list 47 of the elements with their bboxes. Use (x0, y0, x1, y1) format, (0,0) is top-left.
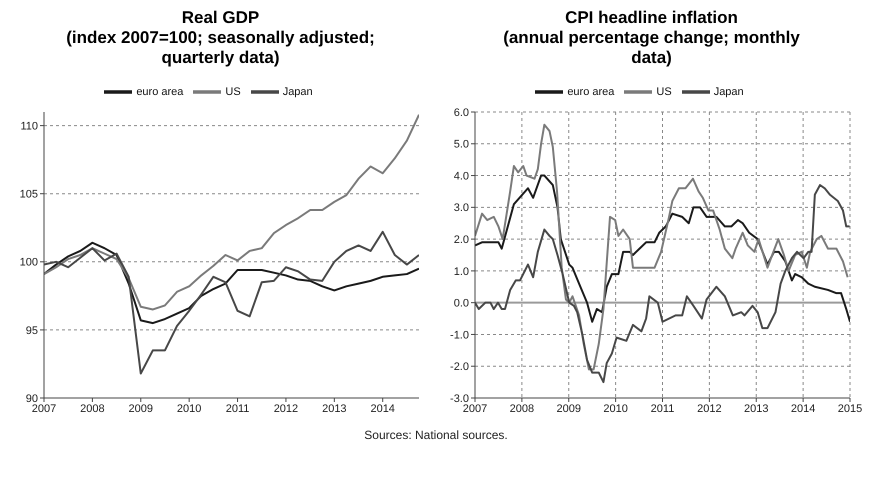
x-tick-label: 2011 (226, 402, 250, 415)
chart-title: CPI headline inflation (565, 8, 738, 27)
x-tick-label: 2012 (274, 402, 298, 415)
x-tick-label: 2013 (322, 402, 347, 415)
y-tick-label: -2.0 (450, 361, 469, 374)
y-tick-label: -1.0 (450, 329, 469, 342)
chart-subtitle: (annual percentage change; monthly data) (503, 28, 800, 67)
y-tick-label: 90 (26, 392, 38, 405)
y-tick-label: 95 (26, 324, 38, 337)
x-tick-label: 2010 (176, 402, 202, 415)
x-tick-label: 2011 (650, 402, 674, 415)
y-tick-label: 5.0 (454, 138, 469, 151)
x-tick-label: 2007 (32, 402, 56, 415)
y-tick-label: 100 (20, 256, 38, 269)
y-tick-label: 0.0 (454, 298, 469, 310)
x-tick-label: 2014 (790, 402, 816, 415)
y-tick-label: 1.0 (454, 266, 469, 278)
x-tick-label: 2008 (510, 402, 534, 415)
y-tick-label: 105 (20, 188, 38, 201)
source-note: Sources: National sources. (364, 428, 508, 442)
chart-title: Real GDP (182, 8, 260, 27)
y-tick-label: 3.0 (454, 202, 469, 214)
line-series (475, 124, 849, 370)
x-tick-label: 2009 (128, 402, 154, 415)
y-tick-label: -3.0 (450, 392, 469, 405)
y-tick-label: 6.0 (454, 106, 469, 119)
x-tick-label: 2007 (462, 402, 488, 415)
x-tick-label: 2015 (838, 402, 862, 415)
legend-label: Japan (282, 86, 313, 98)
y-tick-label: 110 (20, 120, 38, 133)
x-tick-label: 2012 (697, 402, 722, 415)
legend-label: US (656, 86, 672, 98)
y-tick-label: 4.0 (454, 170, 469, 182)
line-series (44, 242, 419, 324)
legend-label: euro area (136, 86, 184, 98)
x-tick-label: 2013 (744, 402, 768, 415)
chart-subtitle: (index 2007=100; seasonally adjusted; quarterly data) (66, 28, 375, 67)
line-series (44, 114, 419, 310)
legend-label: euro area (567, 86, 614, 98)
x-tick-label: 2014 (370, 402, 395, 415)
x-tick-label: 2008 (80, 402, 105, 415)
x-tick-label: 2009 (556, 402, 581, 415)
x-tick-label: 2010 (603, 402, 628, 415)
legend-label: Japan (714, 86, 744, 98)
y-tick-label: 2.0 (454, 234, 469, 246)
line-series (475, 174, 850, 323)
legend-label: US (225, 86, 241, 98)
